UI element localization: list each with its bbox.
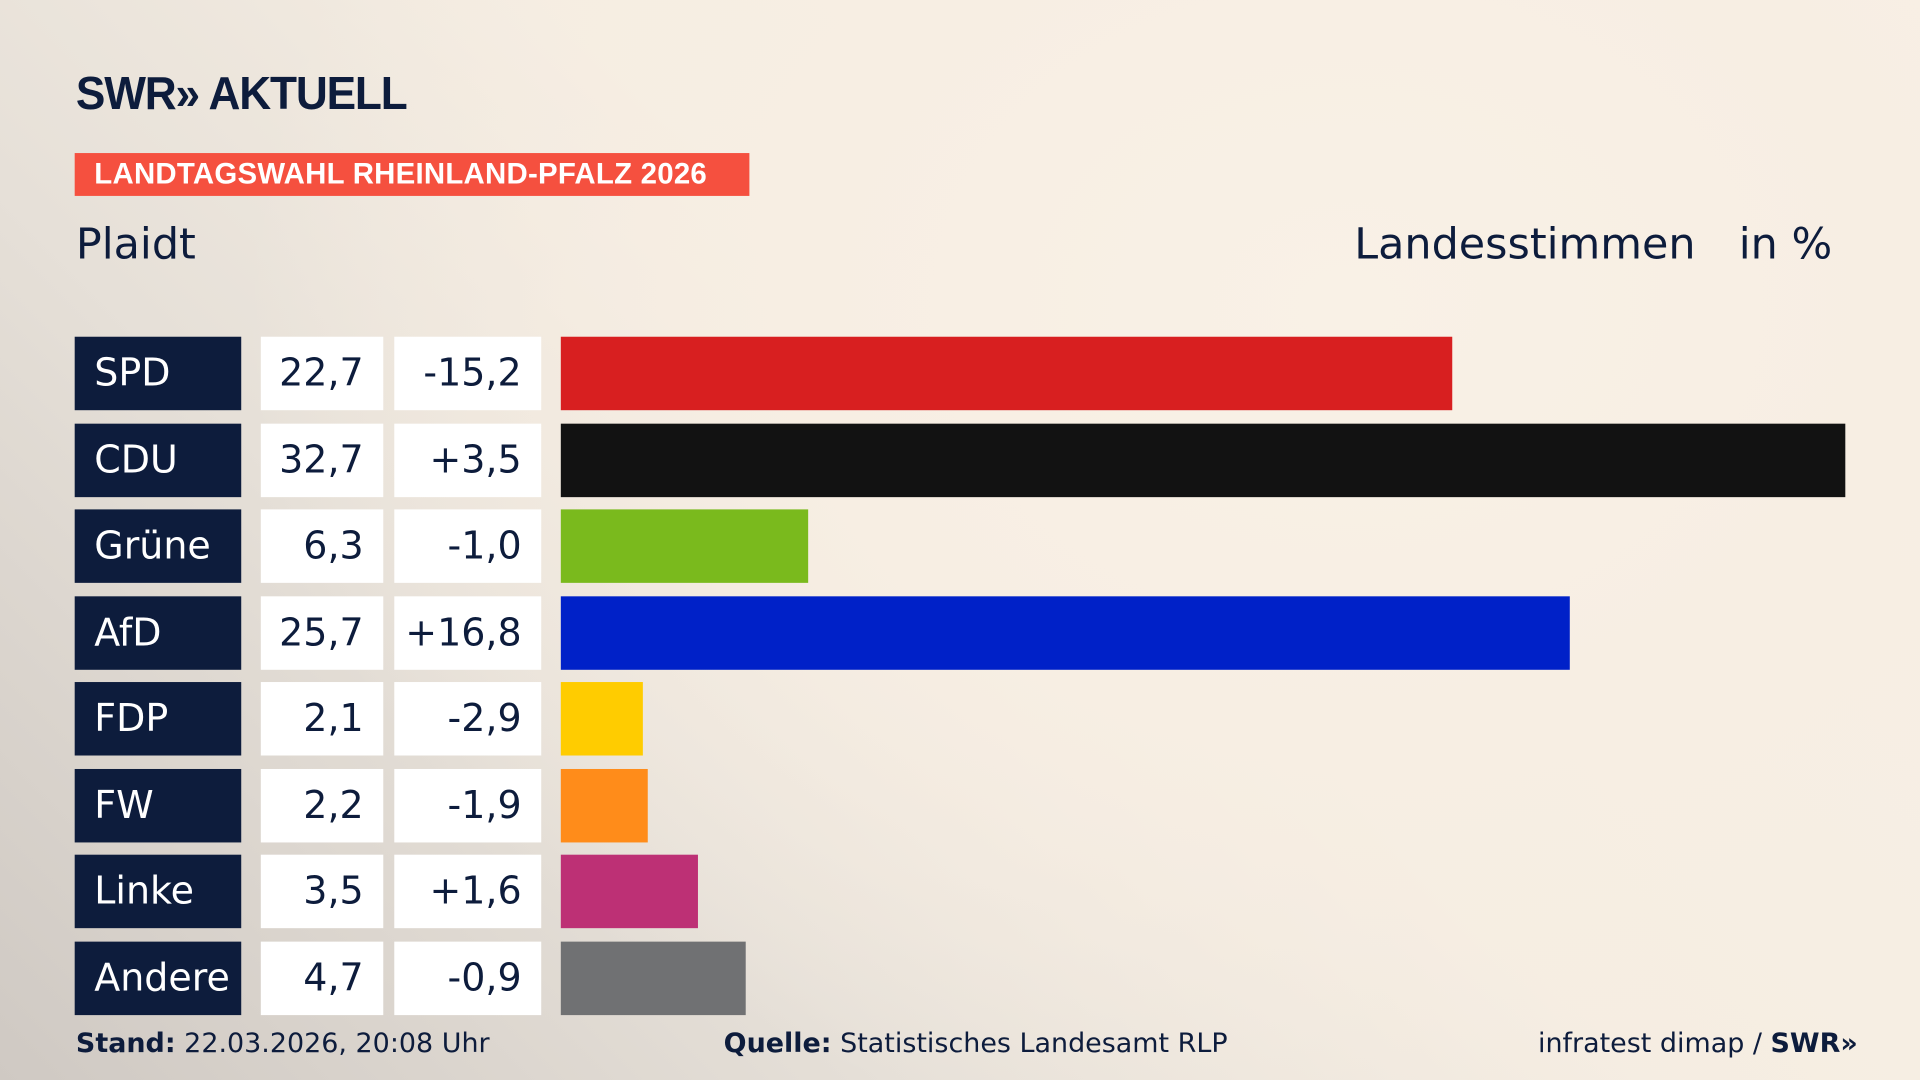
value-label: 22,7 <box>260 336 384 411</box>
timestamp-label: Stand: <box>75 1028 176 1060</box>
party-label: Andere <box>74 941 242 1015</box>
credit-text: infratest dimap / <box>1537 1028 1771 1060</box>
diff-label: -15,2 <box>394 336 542 411</box>
metric-label: Landesstimmen <box>1354 220 1696 270</box>
timestamp: Stand: 22.03.2026, 20:08 Uhr <box>76 1029 490 1060</box>
value-label: 6,3 <box>260 509 384 583</box>
diff-label: -0,9 <box>394 941 542 1015</box>
value-label: 25,7 <box>260 595 384 670</box>
party-label: Grüne <box>74 509 242 583</box>
value-label: 4,7 <box>260 941 384 1015</box>
swr-logo: SWR» <box>1770 1028 1858 1060</box>
diff-label: -1,9 <box>394 768 542 842</box>
diff-label: +3,5 <box>394 423 542 497</box>
party-label: AfD <box>74 595 242 670</box>
source-value: Statistisches Landesamt RLP <box>831 1028 1228 1060</box>
party-label: Linke <box>74 854 242 929</box>
bar-spd <box>560 336 1453 411</box>
party-label: FW <box>74 768 242 842</box>
value-label: 2,1 <box>260 682 384 756</box>
party-label: SPD <box>74 336 242 411</box>
party-label: CDU <box>74 423 242 497</box>
place-title: Plaidt <box>75 220 196 270</box>
swr-aktuell-logo: SWR» AKTUELL <box>75 68 408 121</box>
timestamp-value: 22.03.2026, 20:08 Uhr <box>175 1028 490 1060</box>
credit: infratest dimap / SWR» <box>1538 1029 1858 1060</box>
bar-cdu <box>560 423 1846 497</box>
diff-label: -1,0 <box>394 509 542 583</box>
diff-label: +1,6 <box>394 854 542 929</box>
party-label: FDP <box>74 682 242 756</box>
election-badge: LANDTAGSWAHL RHEINLAND-PFALZ 2026 <box>74 153 750 196</box>
source: Quelle: Statistisches Landesamt RLP <box>724 1029 1228 1060</box>
unit-label: in % <box>1738 220 1833 270</box>
bar-andere <box>560 941 746 1015</box>
value-label: 32,7 <box>260 423 384 497</box>
value-label: 3,5 <box>260 854 384 929</box>
source-label: Quelle: <box>723 1028 832 1060</box>
bar-fw <box>560 768 648 842</box>
value-label: 2,2 <box>260 768 384 842</box>
bar-grüne <box>560 509 809 583</box>
diff-label: -2,9 <box>394 682 542 756</box>
bar-afd <box>560 595 1571 670</box>
diff-label: +16,8 <box>394 595 542 670</box>
bar-fdp <box>560 682 644 756</box>
bar-linke <box>560 854 699 929</box>
